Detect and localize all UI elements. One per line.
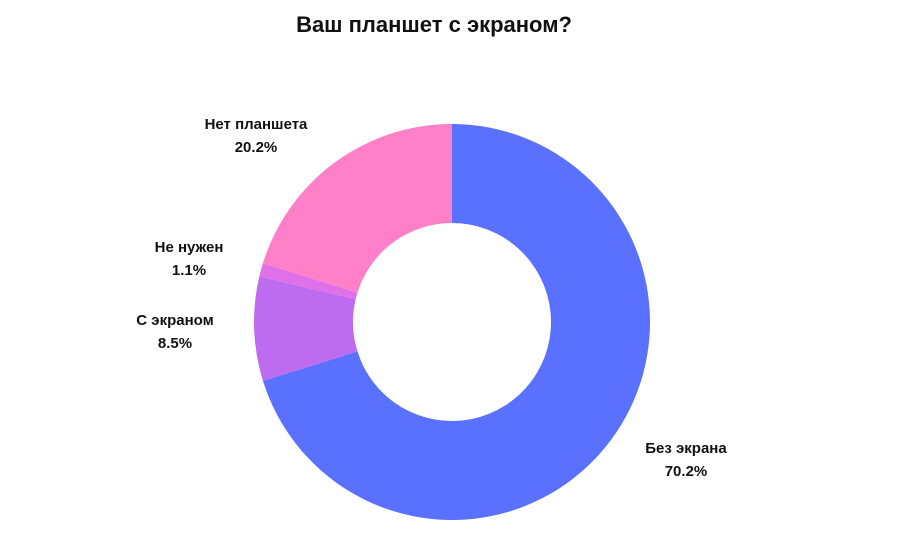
donut-slice-2: [254, 276, 358, 381]
slice-label-name: Не нужен: [155, 239, 224, 256]
slice-label-value: 1.1%: [172, 262, 206, 279]
slice-labels: Без экрана 70.2% С экраном 8.5% Не нужен 1.1%…: [136, 116, 727, 480]
donut-slice-3: [259, 263, 358, 300]
slice-label-value: 8.5%: [158, 335, 192, 352]
donut-slices: [254, 124, 650, 520]
slice-label-name: Без экрана: [645, 440, 727, 457]
chart-title: Ваш планшет с экраном?: [296, 12, 572, 37]
slice-label-name: Нет планшета: [205, 116, 308, 133]
slice-label-value: 20.2%: [235, 139, 278, 156]
donut-slice-1: [262, 124, 650, 520]
slice-label-value: 70.2%: [665, 463, 708, 480]
slice-label-name: С экраном: [136, 312, 213, 329]
donut-slice-4: [262, 124, 452, 293]
